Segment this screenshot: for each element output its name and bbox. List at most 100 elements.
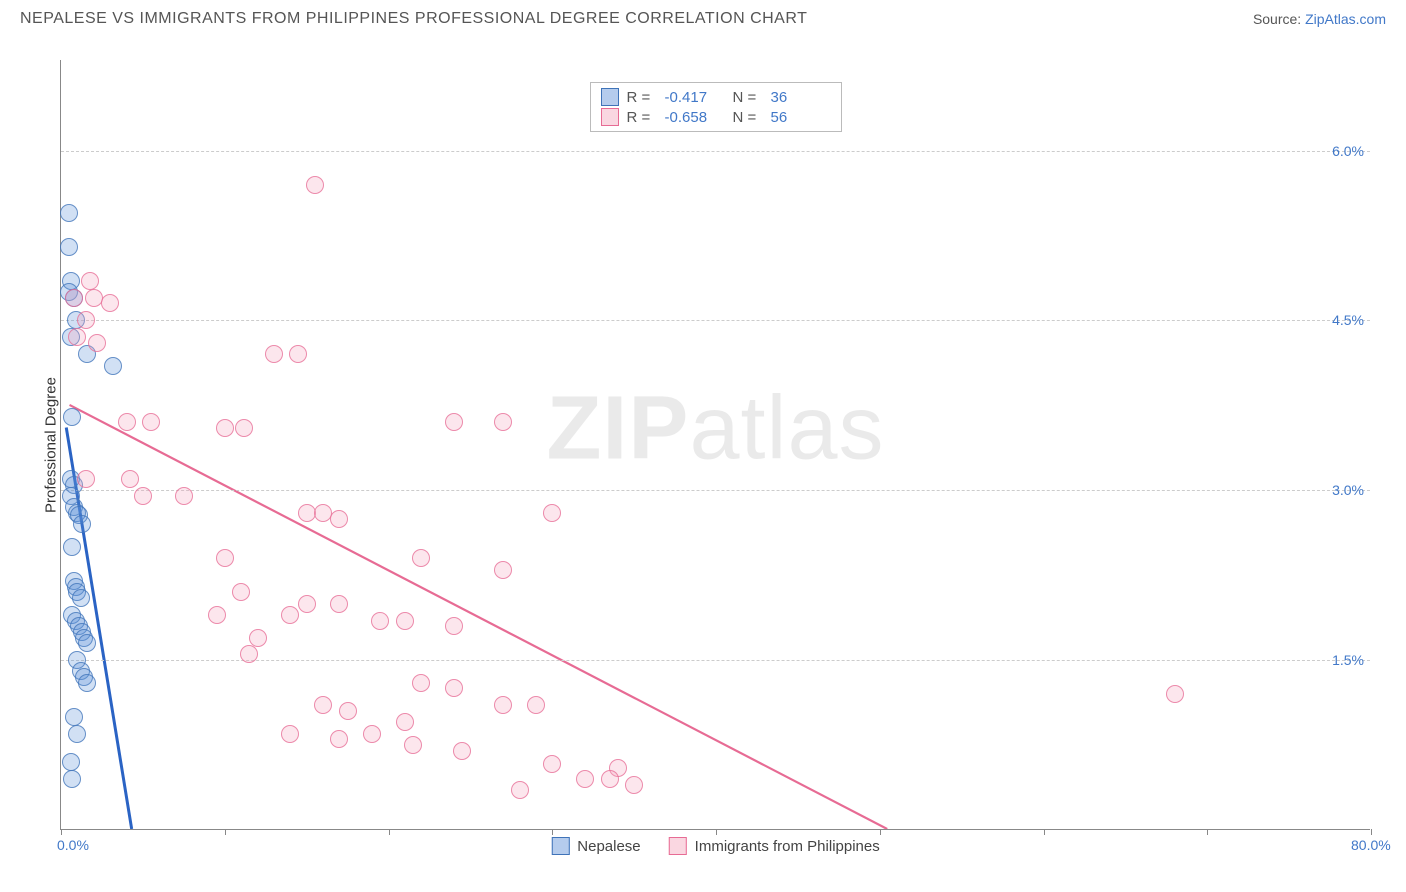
data-point-philippines (625, 776, 643, 794)
gridline-h (61, 320, 1370, 321)
data-point-philippines (68, 328, 86, 346)
legend-row-philippines: R = -0.658 N = 56 (601, 107, 831, 127)
data-point-philippines (412, 549, 430, 567)
watermark: ZIPatlas (546, 378, 884, 481)
x-tick (389, 829, 390, 835)
y-axis-title: Professional Degree (43, 377, 60, 513)
data-point-philippines (576, 770, 594, 788)
x-tick (880, 829, 881, 835)
legend-row-nepalese: R = -0.417 N = 36 (601, 87, 831, 107)
x-tick (716, 829, 717, 835)
data-point-philippines (77, 470, 95, 488)
data-point-philippines (265, 345, 283, 363)
data-point-philippines (65, 289, 83, 307)
n-value-nepalese: 36 (771, 89, 831, 106)
y-tick-label: 1.5% (1332, 652, 1364, 668)
swatch-nepalese-icon (551, 837, 569, 855)
series-legend: Nepalese Immigrants from Philippines (551, 837, 879, 855)
data-point-nepalese (60, 204, 78, 222)
chart-title: NEPALESE VS IMMIGRANTS FROM PHILIPPINES … (20, 10, 807, 28)
correlation-legend: R = -0.417 N = 36 R = -0.658 N = 56 (590, 82, 842, 132)
data-point-philippines (81, 272, 99, 290)
x-tick-label: 80.0% (1351, 837, 1391, 853)
data-point-nepalese (65, 708, 83, 726)
x-tick (61, 829, 62, 835)
data-point-philippines (543, 504, 561, 522)
data-point-philippines (232, 583, 250, 601)
data-point-philippines (314, 504, 332, 522)
data-point-nepalese (68, 725, 86, 743)
data-point-philippines (314, 696, 332, 714)
x-tick (552, 829, 553, 835)
data-point-philippines (494, 696, 512, 714)
data-point-nepalese (63, 538, 81, 556)
data-point-philippines (216, 419, 234, 437)
x-tick (225, 829, 226, 835)
data-point-nepalese (63, 408, 81, 426)
data-point-philippines (235, 419, 253, 437)
data-point-philippines (121, 470, 139, 488)
legend-item-nepalese: Nepalese (551, 837, 640, 855)
data-point-nepalese (72, 589, 90, 607)
y-tick-label: 6.0% (1332, 143, 1364, 159)
data-point-philippines (281, 606, 299, 624)
x-tick (1207, 829, 1208, 835)
n-value-philippines: 56 (771, 109, 831, 126)
data-point-philippines (306, 176, 324, 194)
data-point-philippines (363, 725, 381, 743)
data-point-philippines (1166, 685, 1184, 703)
data-point-philippines (77, 311, 95, 329)
data-point-nepalese (63, 770, 81, 788)
data-point-philippines (85, 289, 103, 307)
data-point-nepalese (104, 357, 122, 375)
data-point-philippines (330, 595, 348, 613)
x-tick (1044, 829, 1045, 835)
data-point-philippines (445, 617, 463, 635)
swatch-nepalese (601, 88, 619, 106)
data-point-philippines (208, 606, 226, 624)
data-point-philippines (175, 487, 193, 505)
plot-area: ZIPatlas Professional Degree R = -0.417 … (60, 60, 1370, 830)
swatch-philippines (601, 108, 619, 126)
data-point-philippines (445, 679, 463, 697)
y-tick-label: 4.5% (1332, 312, 1364, 328)
gridline-h (61, 151, 1370, 152)
data-point-philippines (396, 612, 414, 630)
data-point-philippines (511, 781, 529, 799)
data-point-nepalese (73, 515, 91, 533)
data-point-philippines (445, 413, 463, 431)
data-point-philippines (543, 755, 561, 773)
data-point-philippines (339, 702, 357, 720)
data-point-philippines (396, 713, 414, 731)
swatch-philippines-icon (669, 837, 687, 855)
x-tick-label: 0.0% (57, 837, 89, 853)
data-point-philippines (101, 294, 119, 312)
legend-item-philippines: Immigrants from Philippines (669, 837, 880, 855)
source-link[interactable]: ZipAtlas.com (1305, 11, 1386, 27)
data-point-philippines (88, 334, 106, 352)
data-point-philippines (527, 696, 545, 714)
data-point-philippines (240, 645, 258, 663)
data-point-philippines (142, 413, 160, 431)
data-point-philippines (298, 595, 316, 613)
gridline-h (61, 490, 1370, 491)
data-point-philippines (494, 561, 512, 579)
data-point-philippines (281, 725, 299, 743)
data-point-philippines (298, 504, 316, 522)
data-point-philippines (216, 549, 234, 567)
r-value-nepalese: -0.417 (665, 89, 725, 106)
data-point-philippines (371, 612, 389, 630)
y-tick-label: 3.0% (1332, 482, 1364, 498)
data-point-nepalese (60, 238, 78, 256)
data-point-philippines (249, 629, 267, 647)
data-point-philippines (330, 510, 348, 528)
r-value-philippines: -0.658 (665, 109, 725, 126)
data-point-nepalese (78, 634, 96, 652)
data-point-philippines (453, 742, 471, 760)
source-attribution: Source: ZipAtlas.com (1253, 11, 1386, 27)
gridline-h (61, 660, 1370, 661)
data-point-philippines (494, 413, 512, 431)
data-point-philippines (404, 736, 422, 754)
data-point-philippines (601, 770, 619, 788)
data-point-nepalese (62, 753, 80, 771)
